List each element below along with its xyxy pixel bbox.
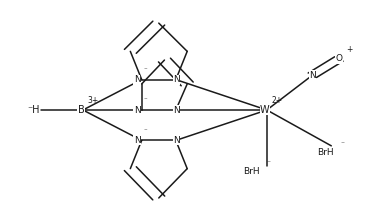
Text: ⁻: ⁻: [267, 158, 271, 167]
Text: N: N: [134, 106, 141, 114]
Text: 3+: 3+: [88, 95, 99, 104]
Text: W: W: [260, 105, 270, 115]
Text: ⁻: ⁻: [144, 97, 148, 103]
Text: N: N: [173, 75, 180, 84]
Text: O: O: [335, 55, 342, 63]
Text: N: N: [134, 136, 141, 145]
Text: N: N: [173, 106, 180, 114]
Text: N: N: [309, 71, 316, 80]
Text: BrH: BrH: [317, 148, 334, 157]
Text: BrH: BrH: [243, 167, 260, 176]
Text: +: +: [346, 45, 353, 54]
Text: ⁻: ⁻: [341, 139, 345, 148]
Text: N: N: [173, 136, 180, 145]
Text: B: B: [78, 105, 84, 115]
Text: ⁻: ⁻: [144, 67, 148, 73]
Text: ⁻: ⁻: [144, 128, 148, 134]
Text: 2+: 2+: [271, 95, 283, 104]
Text: ⁻H: ⁻H: [28, 105, 40, 115]
Text: N: N: [134, 75, 141, 84]
